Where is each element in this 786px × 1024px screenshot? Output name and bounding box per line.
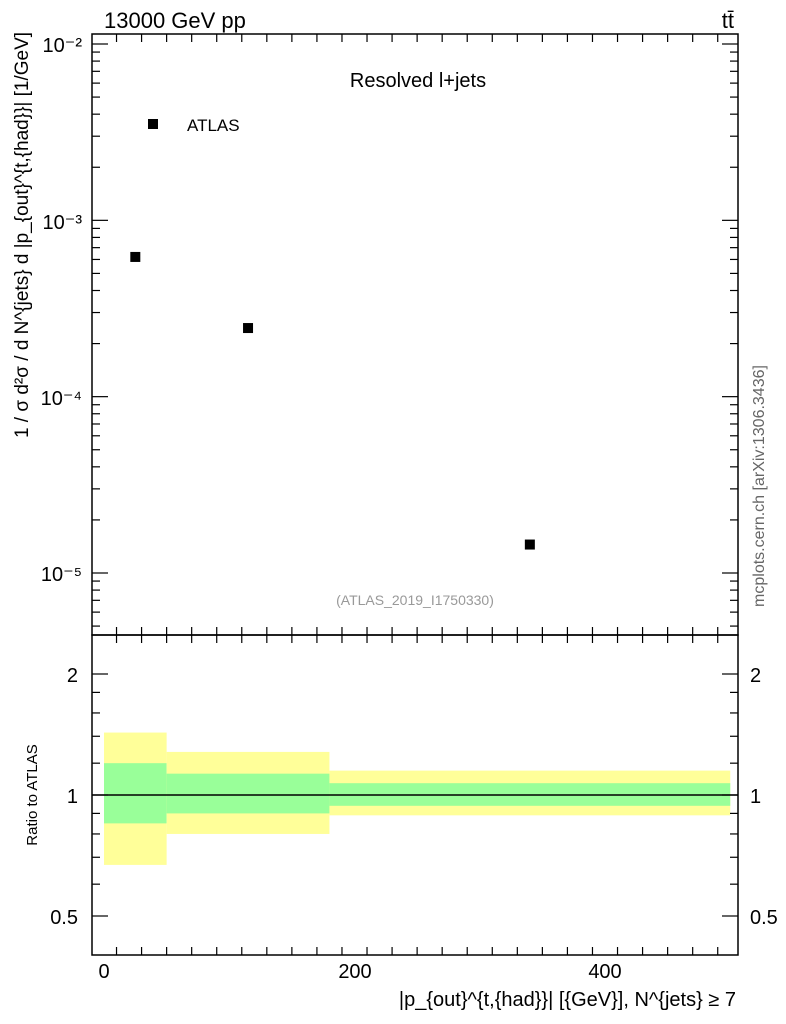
legend-label-atlas: ATLAS bbox=[187, 116, 240, 135]
xtick-label-400: 400 bbox=[588, 961, 621, 983]
ratio-ytick-label-0.5: 0.5 bbox=[50, 907, 78, 929]
legend-marker bbox=[148, 119, 158, 129]
ratio-ytick-label-1-right: 1 bbox=[750, 786, 761, 808]
main-ytick-labels: 10⁻² 10⁻³ 10⁻⁴ 10⁻⁵ bbox=[41, 35, 83, 586]
main-y-axis-label: 1 / σ d²σ / d N^{jets} d |p_{out}^{t,{ha… bbox=[12, 32, 33, 438]
main-plot: Resolved l+jets ATLAS (ATLAS_2019_I17503… bbox=[12, 32, 739, 636]
ytick-label-1e-4: 10⁻⁴ bbox=[41, 388, 82, 410]
ratio-ytick-labels-left: 2 1 0.5 bbox=[50, 665, 78, 929]
ratio-band-green-2 bbox=[166, 773, 330, 814]
data-point-3 bbox=[524, 539, 535, 550]
ratio-plot: 2 1 0.5 2 1 0.5 Ratio to ATLAS bbox=[24, 634, 778, 956]
process-label: tt̄ bbox=[722, 8, 734, 33]
ytick-label-1e-5: 10⁻⁵ bbox=[41, 564, 82, 586]
ytick-label-1e-3: 10⁻³ bbox=[43, 212, 83, 234]
ratio-bands bbox=[104, 732, 731, 865]
x-axis-label: |p_{out}^{t,{had}}| [{GeV}], N^{jets} ≥ … bbox=[399, 989, 736, 1011]
ratio-ytick-label-2: 2 bbox=[67, 665, 78, 687]
data-point-1 bbox=[130, 251, 141, 262]
xtick-label-0: 0 bbox=[98, 961, 109, 983]
ratio-y-ticks bbox=[92, 673, 738, 917]
ratio-ytick-labels-right: 2 1 0.5 bbox=[750, 665, 778, 929]
side-label: mcplots.cern.ch [arXiv:1306.3436] bbox=[751, 365, 768, 607]
main-plot-title: Resolved l+jets bbox=[350, 70, 486, 92]
ratio-ytick-label-0.5-right: 0.5 bbox=[750, 907, 778, 929]
x-tick-labels: 0 200 400 bbox=[98, 961, 621, 983]
ratio-y-axis-label: Ratio to ATLAS bbox=[24, 744, 41, 845]
xtick-label-200: 200 bbox=[338, 961, 371, 983]
data-point-2 bbox=[243, 323, 254, 334]
main-x-ticks bbox=[115, 34, 719, 635]
ratio-ytick-label-1: 1 bbox=[67, 786, 78, 808]
energy-label: 13000 GeV pp bbox=[104, 8, 246, 33]
ratio-x-ticks bbox=[115, 635, 719, 955]
ytick-label-1e-2: 10⁻² bbox=[43, 35, 83, 57]
main-y-ticks bbox=[92, 43, 738, 627]
ratio-ytick-label-2-right: 2 bbox=[750, 665, 761, 687]
data-points bbox=[130, 251, 535, 550]
analysis-id-label: (ATLAS_2019_I1750330) bbox=[336, 592, 494, 608]
ratio-band-green-1 bbox=[104, 763, 167, 824]
